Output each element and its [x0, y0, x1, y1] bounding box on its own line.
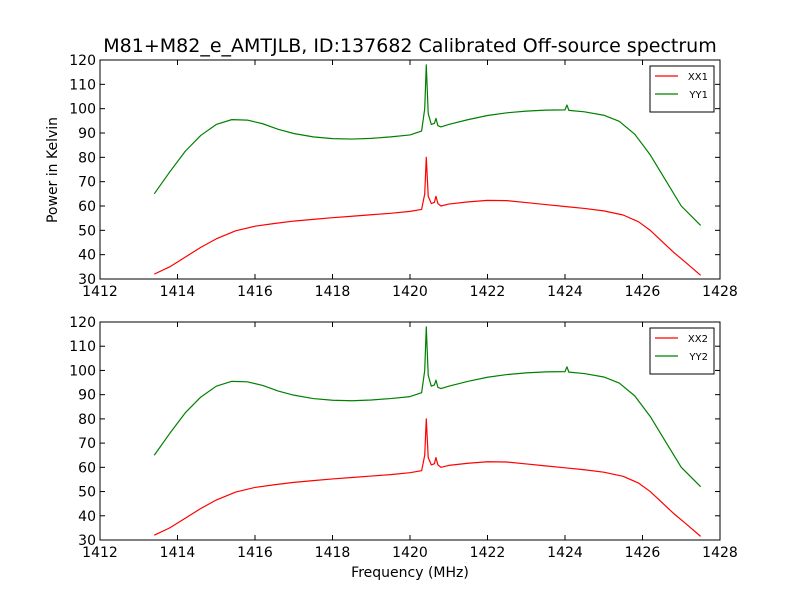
y-tick-label: 100	[69, 363, 96, 379]
series-line-xx2	[153, 418, 702, 537]
x-tick-label: 1412	[82, 545, 118, 561]
legend-label: XX1	[688, 72, 708, 83]
x-tick-label: 1416	[237, 284, 273, 300]
figure-xlabel: Frequency (MHz)	[351, 565, 469, 581]
x-tick-label: 1424	[547, 284, 583, 300]
y-tick-label: 90	[78, 126, 96, 142]
plot-frame	[99, 321, 721, 541]
x-tick-label: 1428	[702, 545, 738, 561]
y-tick-label: 50	[78, 485, 96, 501]
y-tick-label: 80	[78, 412, 96, 428]
series-line-yy1	[153, 64, 702, 226]
x-tick-label: 1416	[237, 545, 273, 561]
x-tick-label: 1422	[470, 545, 506, 561]
y-tick-label: 50	[78, 223, 96, 239]
x-tick-label: 1420	[392, 284, 428, 300]
legend-label: YY2	[688, 352, 708, 363]
y-tick-label: 60	[78, 199, 96, 215]
x-tick-label: 1426	[625, 284, 661, 300]
series-line-xx1	[153, 156, 702, 276]
x-tick-label: 1428	[702, 284, 738, 300]
y-tick-label: 120	[69, 53, 96, 69]
x-tick-label: 1414	[160, 284, 196, 300]
y-tick-label: 70	[78, 436, 96, 452]
legend-box	[649, 327, 715, 375]
x-tick-label: 1422	[470, 284, 506, 300]
legend: XX1 YY1	[649, 65, 715, 113]
plot-frame	[99, 59, 721, 280]
y-tick-label: 120	[69, 315, 96, 331]
y-tick-label: 40	[78, 248, 96, 264]
y-tick-label: 110	[69, 77, 96, 93]
x-tick-label: 1426	[625, 545, 661, 561]
figure-ylabel: Power in Kelvin	[45, 117, 61, 223]
legend-box	[649, 65, 715, 113]
y-tick-label: 110	[69, 339, 96, 355]
y-tick-label: 100	[69, 102, 96, 118]
x-tick-label: 1420	[392, 545, 428, 561]
x-tick-label: 1418	[315, 284, 351, 300]
subplot-2: 1412 1414 1416 1418 1420 1422 1424 1426 1428 30 40…	[69, 315, 738, 561]
x-tick-label: 1414	[160, 545, 196, 561]
y-tick-label: 40	[78, 509, 96, 525]
y-tick-label: 60	[78, 460, 96, 476]
subplot-1: 1412 1414 1416 1418 1420 1422 1424 1426 1428 30 40…	[69, 53, 738, 300]
legend-label: XX2	[688, 334, 708, 345]
legend-label: YY1	[688, 90, 708, 101]
y-tick-label: 90	[78, 388, 96, 404]
legend: XX2 YY2	[649, 327, 715, 375]
y-tick-label: 70	[78, 175, 96, 191]
series-line-yy2	[153, 326, 702, 488]
y-tick-label: 80	[78, 150, 96, 166]
y-tick-label: 30	[78, 533, 96, 549]
y-tick-label: 30	[78, 272, 96, 288]
figure-title: M81+M82_e_AMTJLB, ID:137682 Calibrated O…	[103, 35, 716, 57]
x-tick-label: 1412	[82, 284, 118, 300]
subplots: 1412 1414 1416 1418 1420 1422 1424 1426 1428 30 40…	[69, 53, 738, 561]
x-tick-label: 1418	[315, 545, 351, 561]
x-tick-label: 1424	[547, 545, 583, 561]
